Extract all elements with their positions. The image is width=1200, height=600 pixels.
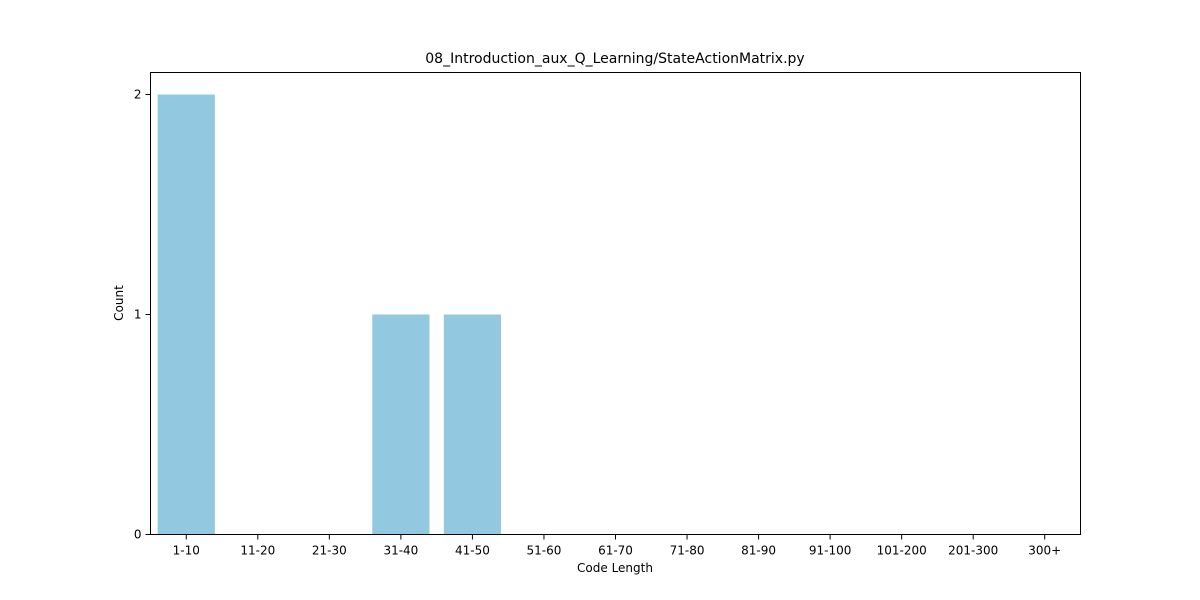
x-tick-label: 300+ <box>1028 544 1061 558</box>
x-tick-label: 11-20 <box>240 544 275 558</box>
y-tick-label: 0 <box>134 528 142 542</box>
x-axis-label: Code Length <box>577 561 653 575</box>
bar-41-50 <box>443 314 502 535</box>
x-tick-label: 41-50 <box>455 544 490 558</box>
y-axis-ticks: 0 1 2 <box>134 88 151 542</box>
plot-frame <box>150 72 1081 535</box>
x-tick-label: 91-100 <box>809 544 852 558</box>
bar-1-10 <box>157 94 215 535</box>
x-tick-label: 51-60 <box>527 544 562 558</box>
y-tick-label: 2 <box>134 88 142 102</box>
x-tick-label: 21-30 <box>312 544 347 558</box>
x-tick-label: 71-80 <box>670 544 705 558</box>
x-tick-label: 201-300 <box>948 544 998 558</box>
x-tick-label: 1-10 <box>173 544 200 558</box>
x-tick-label: 81-90 <box>741 544 776 558</box>
x-tick-label: 31-40 <box>383 544 418 558</box>
y-axis-label: Count <box>112 285 126 321</box>
y-tick-label: 1 <box>134 308 142 322</box>
bars-group <box>157 94 502 535</box>
x-tick-label: 61-70 <box>598 544 633 558</box>
bar-31-40 <box>372 314 430 535</box>
x-axis-ticks: 1-10 11-20 21-30 31-40 41-50 51-60 61-70 71-80 8… <box>173 534 1061 558</box>
chart-title: 08_Introduction_aux_Q_Learning/StateActi… <box>425 51 804 67</box>
x-tick-label: 101-200 <box>877 544 927 558</box>
